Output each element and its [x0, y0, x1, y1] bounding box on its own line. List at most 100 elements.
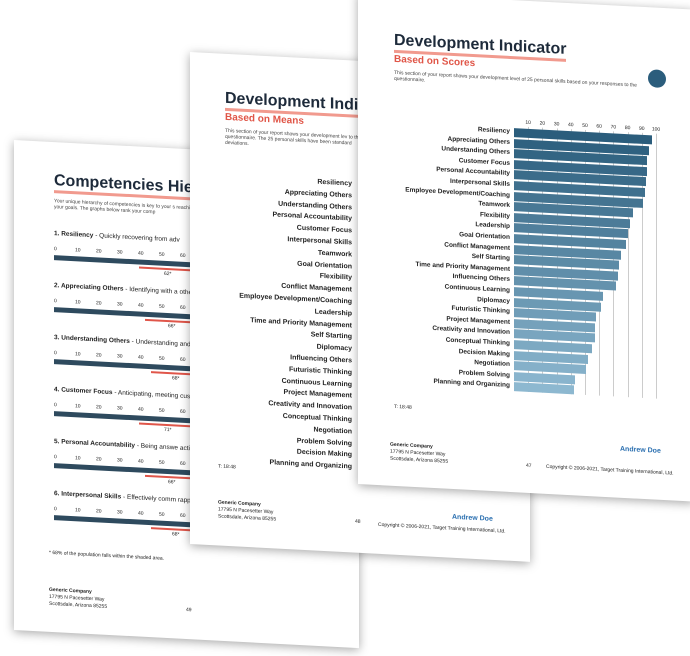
score-marker: 68*	[172, 531, 180, 538]
skill-label: Project Management	[446, 315, 510, 326]
scale-tick: 30	[117, 457, 123, 464]
scale-tick: 60	[180, 408, 186, 415]
skill-label: Resiliency	[317, 178, 352, 188]
skill-label: Continuous Learning	[444, 283, 510, 294]
x-tick-label: 30	[553, 121, 560, 128]
scale-tick: 0	[54, 350, 57, 357]
item-name: 5. Personal Accountability	[54, 438, 136, 450]
time: T: 18:48	[394, 403, 412, 411]
scale-tick: 10	[75, 455, 81, 462]
scale-tick: 40	[138, 354, 144, 361]
scale-tick: 0	[54, 298, 57, 305]
item-desc: - Identifying with a others.	[123, 285, 200, 297]
scale-tick: 40	[138, 406, 144, 413]
skill-label: Leadership	[314, 308, 352, 318]
scale-tick: 0	[54, 506, 57, 513]
skill-label: Project Management	[283, 389, 352, 400]
skill-label: Appreciating Others	[447, 135, 510, 146]
scale-tick: 30	[117, 249, 123, 256]
skill-label: Employee Development/Coaching	[239, 292, 352, 306]
scale-tick: 50	[159, 459, 165, 466]
scale-tick: 10	[75, 507, 81, 514]
x-tick-label: 90	[639, 125, 645, 133]
page-number: 47	[526, 462, 532, 470]
skill-label: Employee Development/Coaching	[405, 186, 510, 199]
skill-label: Conceptual Thinking	[445, 336, 510, 347]
scale-tick: 30	[117, 405, 123, 412]
skill-label: Time and Priority Management	[250, 316, 352, 330]
skill-label: Teamwork	[317, 249, 352, 259]
page-number: 49	[186, 607, 192, 614]
skill-label: Time and Priority Management	[415, 260, 510, 273]
copyright: Copyright © 2006-2021, Target Training I…	[378, 521, 506, 535]
skill-label: Customer Focus	[458, 157, 510, 167]
skill-label: Futuristic Thinking	[289, 365, 352, 377]
item-heading: 2. Appreciating Others - Identifying wit…	[54, 282, 199, 297]
skill-label: Conceptual Thinking	[282, 412, 352, 424]
skill-label: Futuristic Thinking	[451, 305, 511, 316]
scale-tick: 50	[159, 303, 165, 310]
x-tick-label: 10	[525, 119, 531, 127]
skill-label: Goal Orientation	[297, 260, 352, 271]
scale-tick: 50	[159, 511, 165, 518]
x-tick-label: 50	[582, 122, 588, 130]
scale-tick: 60	[180, 304, 186, 311]
score-marker: 71*	[164, 426, 172, 434]
intro: This section of your report shows your d…	[225, 127, 362, 148]
skill-label: Decision Making	[458, 347, 510, 358]
skill-label: Teamwork	[478, 200, 510, 210]
skill-label: Creativity and Innovation	[268, 400, 352, 412]
skill-label: Leadership	[475, 221, 510, 231]
scale-tick: 60	[180, 512, 186, 519]
x-tick-label: 40	[568, 122, 574, 129]
scale-tick: 20	[96, 508, 102, 515]
skill-label: Goal Orientation	[459, 231, 510, 241]
scale-tick: 10	[75, 247, 81, 254]
x-tick-label: 20	[539, 120, 546, 127]
skill-label: Understanding Others	[278, 200, 352, 212]
intro: Your unique hierarchy of competencies is…	[54, 198, 196, 216]
scale-tick: 20	[96, 300, 102, 307]
skill-label: Decision Making	[296, 448, 352, 459]
scale-tick: 30	[117, 301, 123, 308]
skill-label: Problem Solving	[458, 369, 510, 379]
item-name: 1. Resiliency	[54, 230, 94, 240]
scale-tick: 20	[96, 456, 102, 463]
grid-line	[656, 133, 657, 399]
item-name: 2. Appreciating Others	[54, 282, 124, 293]
scores-page: Development Indicator Based on Scores Th…	[358, 0, 690, 502]
logo	[648, 69, 666, 89]
item-name: 4. Customer Focus	[54, 386, 113, 397]
skill-label: Planning and Organizing	[269, 459, 352, 471]
score-marker: 66*	[168, 479, 176, 486]
skill-label: Creativity and Innovation	[432, 325, 510, 337]
scale-tick: 10	[75, 403, 81, 410]
scale-tick: 40	[138, 250, 144, 257]
score-marker: 68*	[172, 375, 180, 382]
item-desc: - Quickly recovering from adv	[93, 232, 180, 244]
scale-tick: 60	[180, 356, 186, 363]
scale-tick: 40	[138, 510, 144, 517]
skill-label: Personal Accountability	[436, 166, 510, 178]
intro: This section of your report shows your d…	[394, 69, 637, 89]
scale-tick: 50	[159, 251, 165, 258]
skill-label: Influencing Others	[290, 354, 352, 365]
skill-label: Influencing Others	[452, 273, 510, 284]
skill-label: Diplomacy	[316, 343, 352, 353]
skill-label: Resiliency	[477, 126, 510, 135]
page-number: 48	[355, 518, 361, 525]
scale-tick: 0	[54, 402, 57, 409]
scale-tick: 20	[96, 248, 102, 255]
skill-label: Self Starting	[310, 331, 352, 341]
scale-tick: 10	[75, 299, 81, 306]
scale-tick: 60	[180, 252, 186, 259]
skill-label: Flexibility	[319, 273, 352, 282]
x-tick-label: 100	[651, 126, 661, 133]
skill-label: Conflict Management	[444, 241, 510, 252]
scale-tick: 40	[138, 458, 144, 465]
bar	[514, 382, 574, 395]
scale-tick: 50	[159, 407, 165, 414]
scale-tick: 20	[96, 352, 102, 359]
x-tick-label: 60	[596, 123, 602, 130]
